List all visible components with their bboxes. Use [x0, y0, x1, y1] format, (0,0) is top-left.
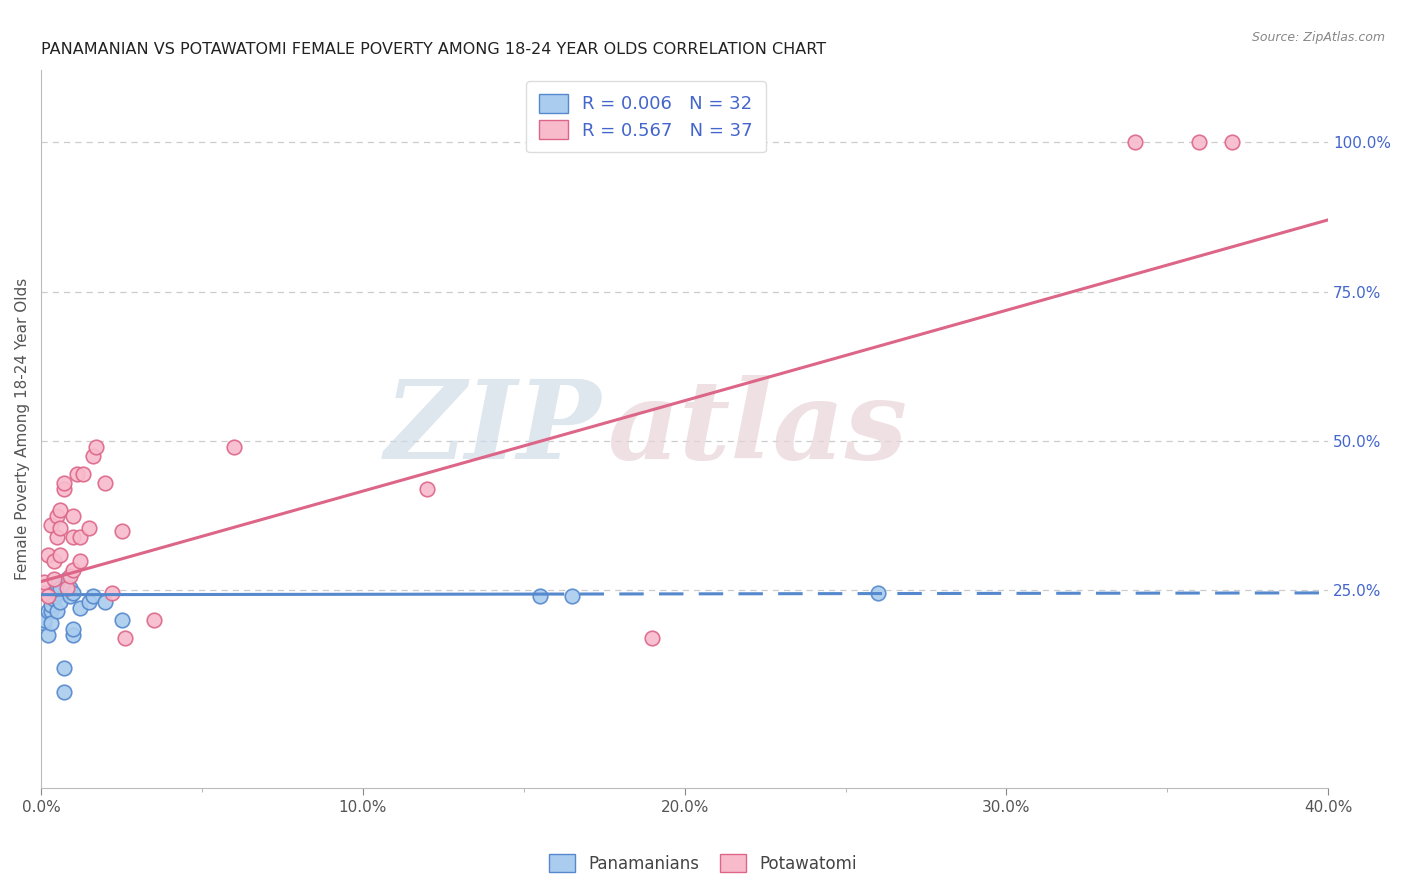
Text: atlas: atlas	[607, 376, 908, 483]
Point	[142, 613, 165, 627]
Point	[84, 440, 107, 454]
Y-axis label: Female Poverty Among 18-24 Year Olds: Female Poverty Among 18-24 Year Olds	[15, 278, 30, 580]
Point	[37, 604, 59, 618]
Point	[1220, 135, 1243, 149]
Point	[69, 601, 91, 615]
Point	[110, 524, 132, 538]
Point	[42, 553, 65, 567]
Point	[62, 563, 84, 577]
Point	[94, 595, 117, 609]
Point	[1188, 135, 1211, 149]
Point	[52, 685, 75, 699]
Point	[59, 581, 82, 595]
Point	[59, 568, 82, 582]
Point	[49, 581, 72, 595]
Point	[49, 521, 72, 535]
Point	[39, 604, 62, 618]
Point	[46, 583, 69, 598]
Point	[49, 595, 72, 609]
Legend: Panamanians, Potawatomi: Panamanians, Potawatomi	[543, 847, 863, 880]
Point	[62, 586, 84, 600]
Point	[37, 590, 59, 604]
Point	[34, 586, 56, 600]
Point	[561, 590, 583, 604]
Point	[224, 440, 246, 454]
Point	[79, 595, 101, 609]
Point	[42, 590, 65, 604]
Point	[72, 467, 94, 481]
Point	[866, 586, 889, 600]
Point	[79, 521, 101, 535]
Point	[110, 613, 132, 627]
Point	[39, 616, 62, 631]
Text: ZIP: ZIP	[384, 376, 600, 483]
Point	[49, 503, 72, 517]
Point	[34, 574, 56, 589]
Point	[62, 628, 84, 642]
Point	[42, 592, 65, 607]
Point	[46, 508, 69, 523]
Point	[94, 475, 117, 490]
Point	[52, 482, 75, 496]
Point	[65, 467, 87, 481]
Point	[52, 661, 75, 675]
Point	[37, 628, 59, 642]
Point	[62, 623, 84, 637]
Point	[529, 590, 551, 604]
Point	[34, 613, 56, 627]
Point	[62, 530, 84, 544]
Point	[59, 590, 82, 604]
Legend: R = 0.006   N = 32, R = 0.567   N = 37: R = 0.006 N = 32, R = 0.567 N = 37	[526, 81, 766, 153]
Point	[101, 586, 124, 600]
Point	[49, 548, 72, 562]
Point	[56, 581, 79, 595]
Point	[42, 583, 65, 598]
Point	[1123, 135, 1146, 149]
Point	[46, 604, 69, 618]
Point	[39, 517, 62, 532]
Text: Source: ZipAtlas.com: Source: ZipAtlas.com	[1251, 31, 1385, 45]
Point	[46, 577, 69, 591]
Point	[82, 590, 104, 604]
Point	[641, 632, 664, 646]
Point	[69, 530, 91, 544]
Point	[62, 508, 84, 523]
Point	[56, 572, 79, 586]
Point	[114, 632, 136, 646]
Point	[37, 548, 59, 562]
Point	[34, 616, 56, 631]
Point	[82, 449, 104, 463]
Point	[52, 475, 75, 490]
Point	[39, 599, 62, 613]
Point	[42, 572, 65, 586]
Text: PANAMANIAN VS POTAWATOMI FEMALE POVERTY AMONG 18-24 YEAR OLDS CORRELATION CHART: PANAMANIAN VS POTAWATOMI FEMALE POVERTY …	[41, 42, 827, 57]
Point	[46, 530, 69, 544]
Point	[416, 482, 439, 496]
Point	[46, 586, 69, 600]
Point	[69, 553, 91, 567]
